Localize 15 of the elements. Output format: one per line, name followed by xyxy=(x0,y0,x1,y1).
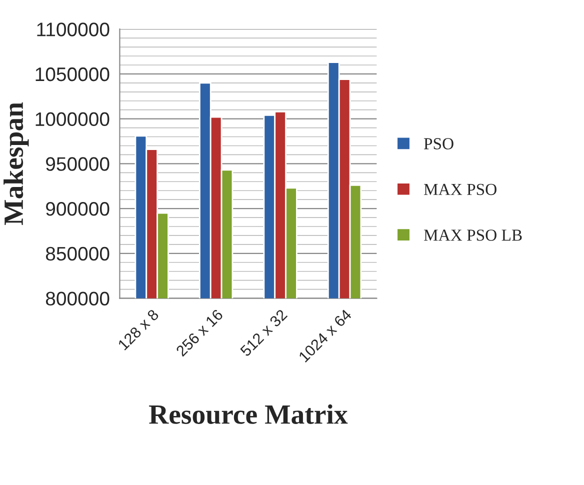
x-tick-label: 256 x 16 xyxy=(175,308,224,357)
y-tick-label: 1100000 xyxy=(37,22,110,36)
y-tick-label: 950000 xyxy=(46,157,110,171)
y-tick-label: 900000 xyxy=(46,202,110,216)
x-tick-label: 512 x 32 xyxy=(240,308,288,357)
x-tick-label: 128 x 8 xyxy=(118,308,160,351)
y-axis-title: Makespan xyxy=(4,102,29,225)
x-axis-title: Resource Matrix xyxy=(149,404,348,424)
legend-label: PSO xyxy=(424,138,454,150)
y-tick-label: 850000 xyxy=(46,246,110,261)
legend-label: MAX PSO LB xyxy=(424,230,522,241)
y-tick-label: 800000 xyxy=(46,292,110,306)
y-tick-label: 1050000 xyxy=(36,67,110,82)
legend-label: MAX PSO xyxy=(424,184,496,196)
y-tick-label: 1000000 xyxy=(36,112,110,126)
